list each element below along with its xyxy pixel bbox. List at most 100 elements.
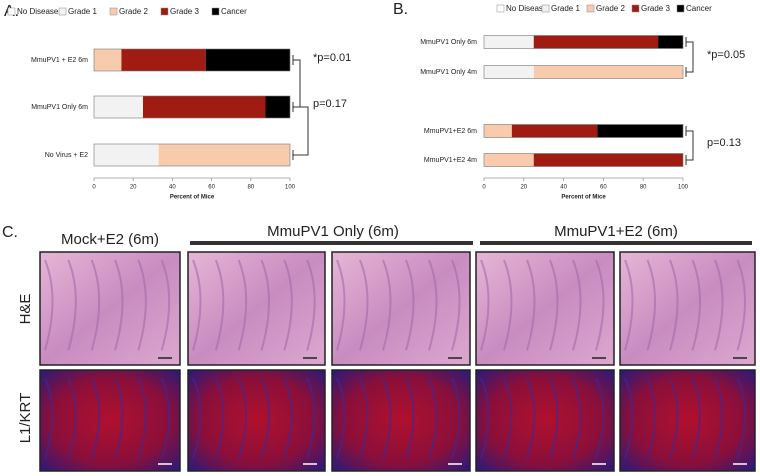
x-tick-label: 20 bbox=[520, 185, 527, 191]
legend-swatch bbox=[676, 4, 685, 13]
tissue-texture bbox=[359, 377, 369, 460]
category-label: MmuPV1+E2 4m bbox=[424, 157, 477, 164]
bar-segment bbox=[158, 144, 290, 166]
tissue-texture bbox=[283, 377, 293, 460]
fluorescence-image bbox=[475, 369, 615, 472]
p-value-annotation: *p=0.05 bbox=[707, 49, 745, 61]
tissue-texture bbox=[260, 377, 270, 460]
tissue-texture bbox=[260, 259, 270, 351]
legend-label: No Disease bbox=[17, 7, 59, 16]
tissue-texture bbox=[359, 259, 369, 351]
tissue-texture bbox=[428, 259, 438, 351]
tissue-texture bbox=[214, 259, 225, 351]
legend-swatch bbox=[631, 4, 640, 13]
tissue-texture bbox=[405, 259, 415, 351]
bar-segment bbox=[484, 65, 534, 79]
tissue-texture bbox=[736, 259, 746, 351]
x-tick-label: 80 bbox=[640, 185, 647, 191]
legend-label: Cancer bbox=[221, 7, 247, 16]
tissue-texture bbox=[237, 259, 248, 351]
tissue-texture bbox=[160, 377, 171, 460]
tissue-texture bbox=[480, 259, 490, 351]
tissue-texture bbox=[306, 259, 316, 351]
bar-outline bbox=[483, 65, 684, 79]
bar-outline bbox=[483, 124, 684, 138]
legend-label: Grade 3 bbox=[170, 7, 199, 16]
tissue-texture bbox=[137, 259, 147, 351]
tissue-texture bbox=[405, 377, 415, 460]
bar-segment bbox=[121, 49, 206, 71]
tissue-texture bbox=[44, 259, 54, 351]
tissue-texture bbox=[572, 377, 582, 460]
tissue-texture bbox=[114, 259, 124, 351]
he-image bbox=[331, 251, 471, 366]
tissue-texture bbox=[192, 377, 202, 460]
bar-segment bbox=[511, 124, 598, 138]
tissue-texture bbox=[137, 377, 147, 460]
tissue-texture bbox=[714, 377, 724, 460]
tissue-texture bbox=[67, 377, 77, 460]
x-tick-label: 60 bbox=[600, 185, 607, 191]
tissue-texture bbox=[451, 377, 461, 460]
legend-swatch bbox=[160, 7, 169, 16]
p-value-annotation: p=0.17 bbox=[313, 98, 347, 110]
bar-outline bbox=[483, 35, 684, 49]
tissue-texture bbox=[624, 377, 634, 460]
tissue-texture bbox=[646, 259, 656, 351]
x-tick-label: 80 bbox=[247, 185, 254, 191]
legend-swatch bbox=[58, 7, 67, 16]
tissue-texture bbox=[428, 377, 438, 460]
tissue-texture bbox=[480, 377, 490, 460]
bar-segment bbox=[484, 124, 512, 138]
x-tick-label: 60 bbox=[208, 185, 215, 191]
fluorescence-image bbox=[619, 369, 756, 472]
tissue-texture bbox=[336, 259, 346, 351]
tissue-texture bbox=[90, 377, 101, 460]
fluorescence-image bbox=[187, 369, 326, 472]
legend-label: Grade 2 bbox=[119, 7, 148, 16]
tissue-texture bbox=[306, 377, 316, 460]
column-header: MmuPV1 Only (6m) bbox=[267, 223, 399, 240]
x-axis-label: Percent of Mice bbox=[561, 195, 606, 201]
tissue-texture bbox=[714, 259, 724, 351]
legend-label: Grade 1 bbox=[551, 4, 580, 13]
legend-label: No Disease bbox=[506, 4, 548, 13]
significance-bracket bbox=[685, 37, 694, 77]
bar-segment bbox=[484, 153, 534, 167]
he-image bbox=[187, 251, 326, 366]
tissue-texture bbox=[283, 259, 293, 351]
tissue-texture bbox=[526, 259, 536, 351]
tissue-texture bbox=[669, 259, 679, 351]
legend-swatch bbox=[109, 7, 118, 16]
tissue-texture bbox=[382, 377, 392, 460]
category-label: MmuPV1 Only 6m bbox=[31, 104, 88, 111]
category-label: MmuPV1+E2 6m bbox=[424, 128, 477, 135]
legend-swatch bbox=[211, 7, 220, 16]
tissue-texture bbox=[114, 377, 124, 460]
tissue-texture bbox=[549, 377, 559, 460]
panel-label: C. bbox=[2, 224, 18, 241]
legend-label: Grade 2 bbox=[596, 4, 625, 13]
legend-label: Grade 1 bbox=[68, 7, 97, 16]
bar-segment bbox=[94, 96, 143, 118]
bar-outline bbox=[93, 95, 291, 119]
row-label: L1/KRT bbox=[17, 393, 34, 444]
tissue-texture bbox=[336, 377, 346, 460]
bar-segment bbox=[265, 96, 290, 118]
bar-outline bbox=[483, 153, 684, 167]
tissue-texture bbox=[67, 259, 77, 351]
he-image bbox=[475, 251, 615, 366]
tissue-texture bbox=[503, 377, 513, 460]
row-label: H&E bbox=[17, 294, 34, 325]
bar-outline bbox=[93, 48, 291, 72]
tissue-texture bbox=[624, 259, 634, 351]
bar-segment bbox=[597, 124, 683, 138]
bar-segment bbox=[94, 144, 159, 166]
significance-bracket bbox=[685, 126, 694, 165]
tissue-texture bbox=[549, 259, 559, 351]
tissue-texture bbox=[192, 259, 202, 351]
bar-segment bbox=[533, 153, 683, 167]
tissue-texture bbox=[595, 377, 605, 460]
legend-swatch bbox=[496, 4, 505, 13]
bar-segment bbox=[143, 96, 266, 118]
